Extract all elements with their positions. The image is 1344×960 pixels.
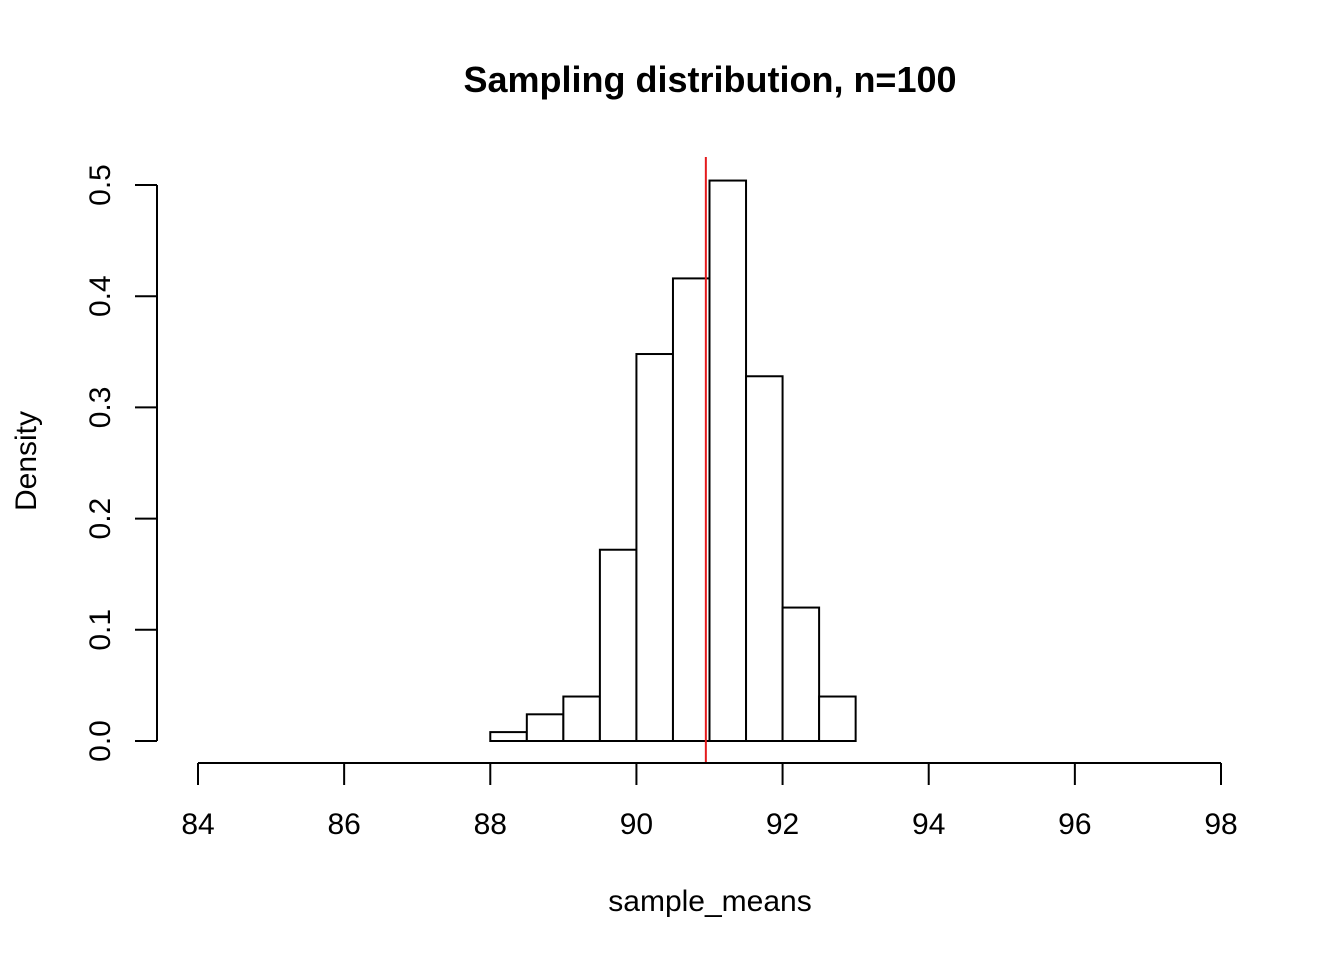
y-tick-label-2: 0.2	[84, 498, 117, 540]
x-tick-label-2: 88	[474, 808, 507, 841]
y-tick-label-3: 0.3	[84, 387, 117, 429]
y-tick-label-0: 0.0	[84, 720, 117, 762]
histogram-bar-7	[745, 375, 784, 742]
y-tick-label-5: 0.5	[84, 164, 117, 206]
histogram-bar-0	[489, 731, 528, 743]
x-tick-label-1: 86	[327, 808, 360, 841]
histogram-bar-6	[708, 179, 748, 742]
y-tick-label-4: 0.4	[84, 275, 117, 317]
histogram-bar-2	[562, 695, 601, 743]
y-axis: 0.0 0.1 0.2 0.3 0.4 0.5	[84, 164, 158, 762]
x-tick-label-0: 84	[181, 808, 214, 841]
y-tick-label-1: 0.1	[84, 609, 117, 651]
y-axis-label: Density	[10, 411, 43, 511]
x-tick-label-6: 96	[1058, 808, 1091, 841]
x-tick-label-5: 94	[912, 808, 945, 841]
histogram-bar-9	[818, 695, 857, 743]
histogram-bar-5	[671, 277, 711, 742]
histogram-bar-8	[781, 606, 821, 742]
x-tick-label-3: 90	[620, 808, 653, 841]
x-axis: 84 86 88 90 92 94 96 98	[181, 762, 1238, 841]
x-axis-label: sample_means	[608, 885, 811, 918]
histogram-bar-4	[635, 353, 674, 742]
histogram-bar-1	[525, 713, 565, 743]
histogram-bars	[489, 179, 857, 743]
chart-title: Sampling distribution, n=100	[463, 59, 956, 100]
histogram-bar-3	[598, 548, 638, 743]
x-tick-label-4: 92	[766, 808, 799, 841]
x-tick-label-7: 98	[1204, 808, 1237, 841]
